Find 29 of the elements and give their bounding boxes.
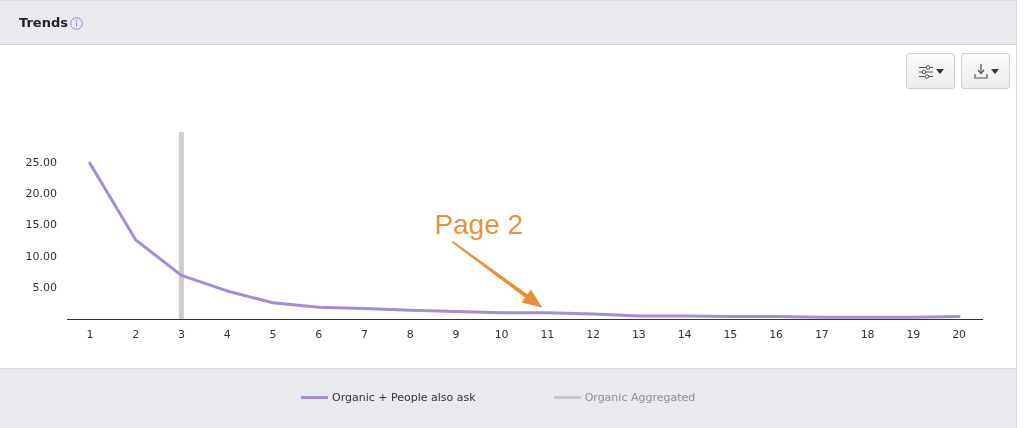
x-tick-label: 19 — [906, 328, 921, 342]
x-tick-label: 20 — [952, 328, 967, 342]
x-tick-label: 7 — [360, 328, 368, 342]
y-tick-label: 25.00 — [25, 156, 57, 170]
legend-label: Organic Aggregated — [584, 391, 696, 404]
x-tick-label: 2 — [132, 328, 140, 342]
y-tick-label: 10.00 — [25, 249, 57, 263]
y-tick-label: 5.00 — [32, 280, 57, 294]
x-tick-label: 8 — [406, 328, 414, 342]
x-tick-label: 13 — [631, 328, 646, 342]
x-tick-label: 3 — [177, 328, 185, 342]
x-tick-label: 15 — [723, 328, 738, 342]
x-tick-label: 18 — [860, 328, 875, 342]
x-tick-label: 14 — [677, 328, 692, 342]
y-tick-label: 15.00 — [25, 218, 57, 232]
annotation: Page 2 — [434, 208, 524, 240]
x-tick-label: 1 — [86, 328, 94, 342]
x-tick-label: 10 — [494, 328, 509, 342]
x-tick-label: 4 — [223, 328, 231, 342]
x-tick-label: 16 — [769, 328, 784, 342]
x-tick-label: 9 — [452, 328, 460, 342]
x-tick-label: 12 — [586, 328, 601, 342]
legend-label: Organic + People also ask — [332, 391, 476, 404]
chart-title: Trends — [19, 15, 68, 31]
y-tick-label: 20.00 — [25, 187, 57, 201]
x-tick-label: 17 — [814, 328, 829, 342]
x-tick-label: 6 — [315, 328, 323, 342]
x-tick-label: 11 — [540, 328, 555, 342]
x-tick-label: 5 — [269, 328, 277, 342]
